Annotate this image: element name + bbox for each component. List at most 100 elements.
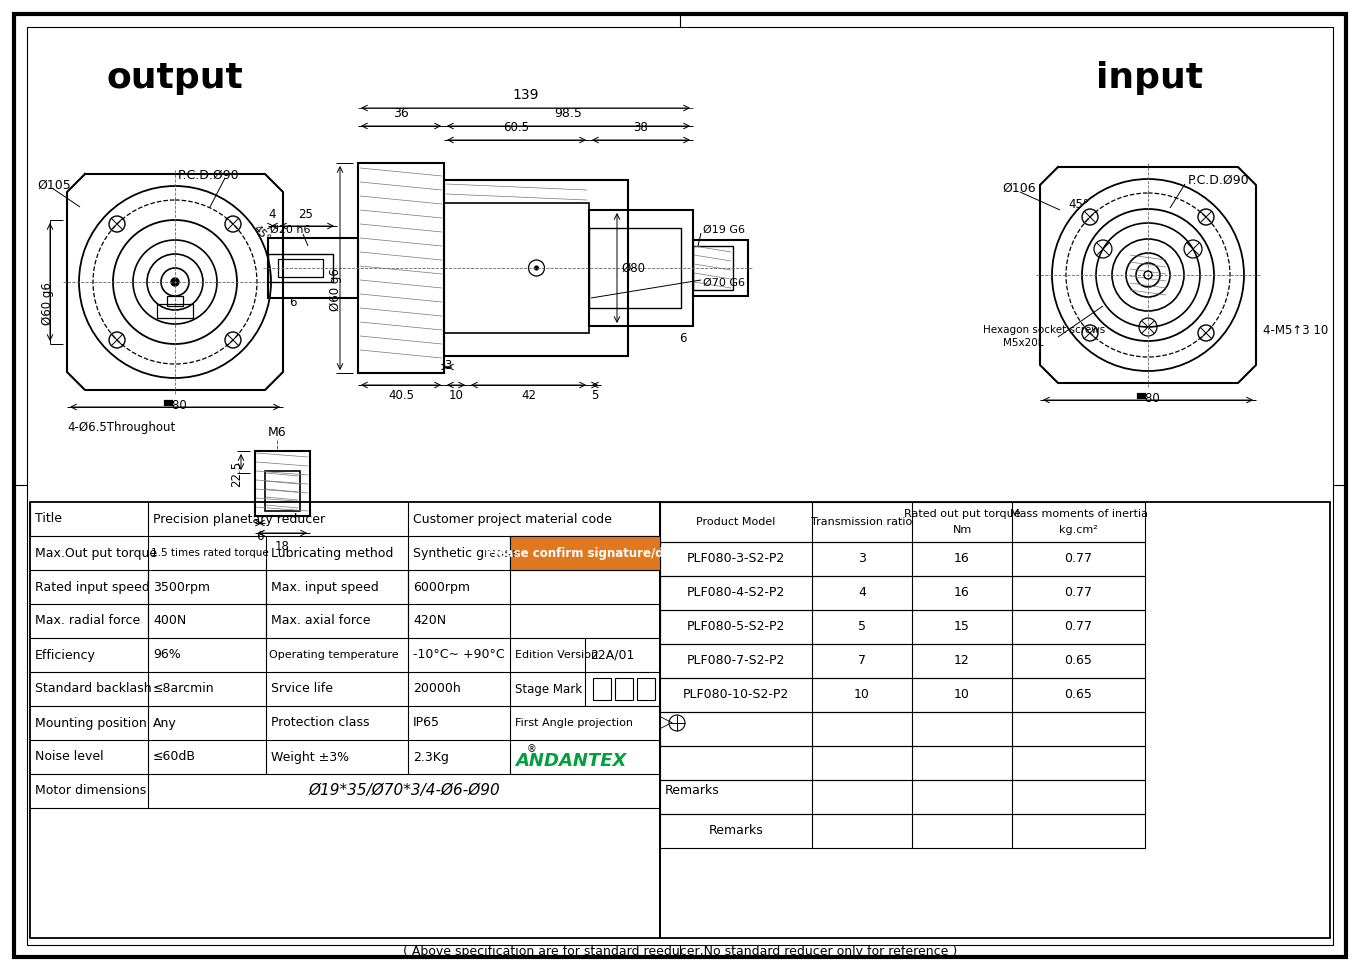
Text: 0.65: 0.65	[1065, 654, 1092, 667]
Text: 10: 10	[955, 688, 970, 701]
Text: ▷: ▷	[660, 714, 673, 732]
Text: 10: 10	[854, 688, 870, 701]
Text: M5x20L: M5x20L	[1004, 338, 1043, 348]
Text: PLF080-7-S2-P2: PLF080-7-S2-P2	[687, 654, 785, 667]
Text: kg.cm²: kg.cm²	[1059, 525, 1098, 535]
Text: 18: 18	[275, 540, 290, 553]
Text: 0.77: 0.77	[1065, 586, 1092, 599]
Bar	[660, 712, 1145, 746]
Bar	[443, 180, 628, 356]
Text: 3: 3	[858, 552, 866, 565]
Bar	[615, 678, 632, 700]
Bar	[510, 536, 660, 570]
Bar	[660, 644, 1145, 678]
Bar	[660, 502, 1145, 542]
Text: Motor dimensions: Motor dimensions	[35, 785, 147, 797]
Text: Precision planetary reducer: Precision planetary reducer	[152, 513, 325, 525]
Bar	[660, 814, 1145, 848]
Text: Nm: Nm	[952, 525, 971, 535]
Text: Max.Out put torque: Max.Out put torque	[35, 547, 158, 559]
Bar	[256, 451, 310, 516]
Bar	[660, 502, 1330, 938]
Text: Noise level: Noise level	[35, 751, 103, 763]
Text: 5: 5	[592, 389, 598, 402]
Bar	[660, 678, 1145, 712]
Text: Ø105: Ø105	[37, 179, 71, 191]
Bar	[156, 304, 193, 318]
Text: 10: 10	[449, 389, 464, 402]
Bar	[660, 542, 1145, 576]
Text: Remarks: Remarks	[709, 824, 763, 838]
Text: 3: 3	[443, 359, 452, 372]
Text: 7: 7	[858, 654, 866, 667]
Text: 0.77: 0.77	[1065, 552, 1092, 565]
Text: Ø19*35/Ø70*3/4-Ø6-Ø90: Ø19*35/Ø70*3/4-Ø6-Ø90	[309, 784, 500, 798]
Text: 16: 16	[955, 586, 970, 599]
Bar	[30, 502, 660, 938]
Text: Title: Title	[35, 513, 63, 525]
Bar	[694, 246, 733, 290]
Text: Customer project material code: Customer project material code	[413, 513, 612, 525]
Text: 20000h: 20000h	[413, 683, 461, 695]
Text: 16: 16	[955, 552, 970, 565]
Text: ▀80: ▀80	[163, 399, 186, 412]
Bar	[167, 296, 184, 306]
Text: 36: 36	[393, 107, 409, 120]
Text: Lubricating method: Lubricating method	[271, 547, 393, 559]
Text: 12: 12	[955, 654, 970, 667]
Text: Transmission ratio: Transmission ratio	[812, 517, 913, 527]
Text: Mass moments of inertia: Mass moments of inertia	[1009, 509, 1148, 519]
Text: P.C.D.Ø90: P.C.D.Ø90	[1189, 174, 1250, 186]
Text: Edition Version: Edition Version	[515, 650, 598, 660]
Text: Weight ±3%: Weight ±3%	[271, 751, 350, 763]
Text: 40.5: 40.5	[388, 389, 413, 402]
Text: Operating temperature: Operating temperature	[269, 650, 398, 660]
Text: 0.77: 0.77	[1065, 620, 1092, 633]
Text: Ø60 g6: Ø60 g6	[41, 282, 53, 325]
Bar	[268, 254, 333, 282]
Text: Max. radial force: Max. radial force	[35, 615, 140, 627]
Text: Ø106: Ø106	[1002, 182, 1035, 194]
Text: input: input	[1096, 61, 1204, 95]
Text: 4: 4	[268, 208, 276, 221]
Bar	[660, 780, 1145, 814]
Text: ≤60dB: ≤60dB	[152, 751, 196, 763]
Text: -10°C~ +90°C: -10°C~ +90°C	[413, 649, 505, 661]
Text: output: output	[106, 61, 243, 95]
Text: Max. input speed: Max. input speed	[271, 581, 378, 593]
Bar	[694, 240, 748, 296]
Text: PLF080-3-S2-P2: PLF080-3-S2-P2	[687, 552, 785, 565]
Text: Max. axial force: Max. axial force	[271, 615, 370, 627]
Bar	[660, 576, 1145, 610]
Text: Srvice life: Srvice life	[271, 683, 333, 695]
Text: 4-Ø6.5Throughout: 4-Ø6.5Throughout	[67, 420, 175, 433]
Text: Hexagon socket screws: Hexagon socket screws	[983, 325, 1106, 335]
Text: PLF080-10-S2-P2: PLF080-10-S2-P2	[683, 688, 789, 701]
Text: 98.5: 98.5	[555, 107, 582, 120]
Text: First Angle projection: First Angle projection	[515, 718, 632, 728]
Text: 3500rpm: 3500rpm	[152, 581, 209, 593]
Text: Synthetic grease: Synthetic grease	[413, 547, 518, 559]
Text: ≤8arcmin: ≤8arcmin	[152, 683, 215, 695]
Text: Any: Any	[152, 717, 177, 729]
Text: IP65: IP65	[413, 717, 441, 729]
Text: 6: 6	[679, 331, 687, 345]
Text: 96%: 96%	[152, 649, 181, 661]
Bar	[660, 746, 1145, 780]
Text: 25: 25	[299, 208, 313, 221]
Text: Ø19 G6: Ø19 G6	[703, 225, 745, 235]
Text: 420N: 420N	[413, 615, 446, 627]
Bar	[265, 471, 301, 511]
Text: 5: 5	[858, 620, 866, 633]
Text: M6: M6	[268, 426, 287, 440]
Bar	[358, 163, 443, 373]
Text: Rated out put torque: Rated out put torque	[903, 509, 1020, 519]
Text: ANDANTEX: ANDANTEX	[515, 752, 627, 770]
Text: Stage Mark: Stage Mark	[515, 683, 582, 695]
Text: 38: 38	[634, 121, 649, 134]
Text: ▀80: ▀80	[1136, 392, 1160, 405]
Text: 15: 15	[955, 620, 970, 633]
Bar	[636, 678, 656, 700]
Bar	[660, 610, 1145, 644]
Text: Ø70 G6: Ø70 G6	[703, 278, 745, 288]
